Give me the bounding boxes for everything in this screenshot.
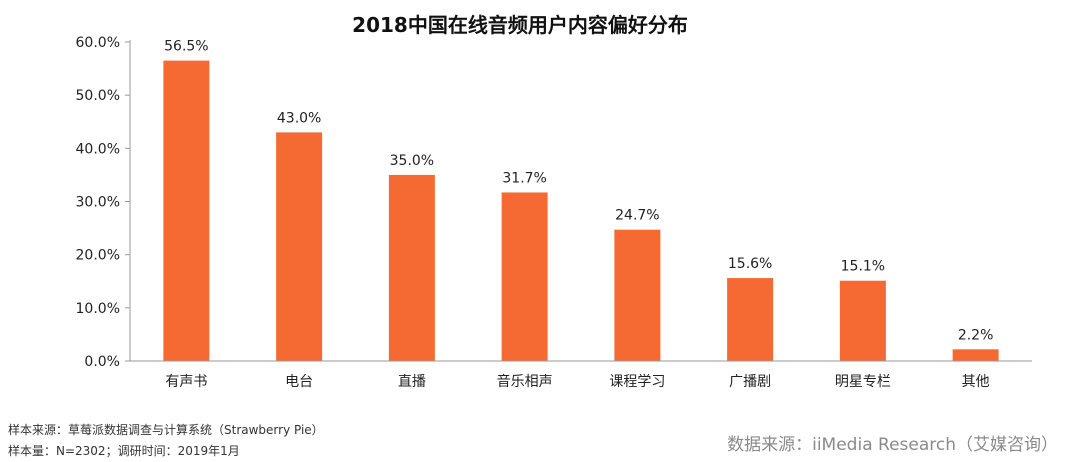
- y-axis: 0.0% 10.0% 20.0% 30.0% 40.0% 50.0% 60.0%: [76, 35, 131, 370]
- y-tick-label: 0.0%: [84, 354, 120, 370]
- chart-title: 2018中国在线音频用户内容偏好分布: [352, 13, 688, 37]
- bar-8: [952, 349, 999, 361]
- data-labels: 56.5% 43.0% 35.0% 31.7% 24.7% 15.6% 15.1% 2.2%: [164, 39, 993, 344]
- y-tick-label: 50.0%: [76, 88, 120, 104]
- x-tick-label: 课程学习: [609, 374, 665, 390]
- data-label: 15.1%: [841, 259, 885, 275]
- x-tick-label: 明星专栏: [835, 374, 891, 390]
- data-label: 56.5%: [164, 39, 208, 55]
- bar-3: [388, 174, 435, 361]
- bars: [163, 60, 999, 361]
- x-tick-label: 音乐相声: [497, 373, 553, 390]
- y-tick-label: 10.0%: [76, 301, 120, 317]
- bar-6: [727, 278, 774, 361]
- data-label: 2.2%: [958, 327, 994, 343]
- x-tick-label: 电台: [285, 374, 313, 390]
- x-tick-label: 广播剧: [729, 374, 771, 390]
- bar-2: [276, 132, 323, 361]
- sample-source-note: 样本来源：草莓派数据调查与计算系统（Strawberry Pie）: [8, 423, 324, 437]
- y-tick-label: 20.0%: [76, 248, 120, 264]
- bar-1: [163, 60, 210, 361]
- data-label: 43.0%: [277, 110, 321, 126]
- data-label: 24.7%: [615, 208, 659, 224]
- bar-5: [614, 229, 661, 361]
- x-axis: 有声书 电台 直播 音乐相声 课程学习 广播剧 明星专栏 其他: [130, 360, 1032, 390]
- data-source-note: 数据来源：iiMedia Research（艾媒咨询）: [727, 435, 1058, 455]
- x-tick-label: 直播: [398, 373, 426, 390]
- y-tick-label: 40.0%: [76, 141, 120, 157]
- data-label: 31.7%: [502, 170, 546, 186]
- x-tick-label: 其他: [962, 374, 990, 390]
- data-label: 35.0%: [390, 153, 434, 169]
- data-label: 15.6%: [728, 256, 772, 272]
- sample-size-note: 样本量：N=2302；调研时间：2019年1月: [8, 444, 240, 458]
- x-tick-label: 有声书: [165, 374, 207, 390]
- bar-7: [839, 280, 886, 361]
- y-tick-label: 60.0%: [76, 35, 120, 51]
- bar-4: [501, 192, 548, 361]
- y-tick-label: 30.0%: [76, 195, 120, 211]
